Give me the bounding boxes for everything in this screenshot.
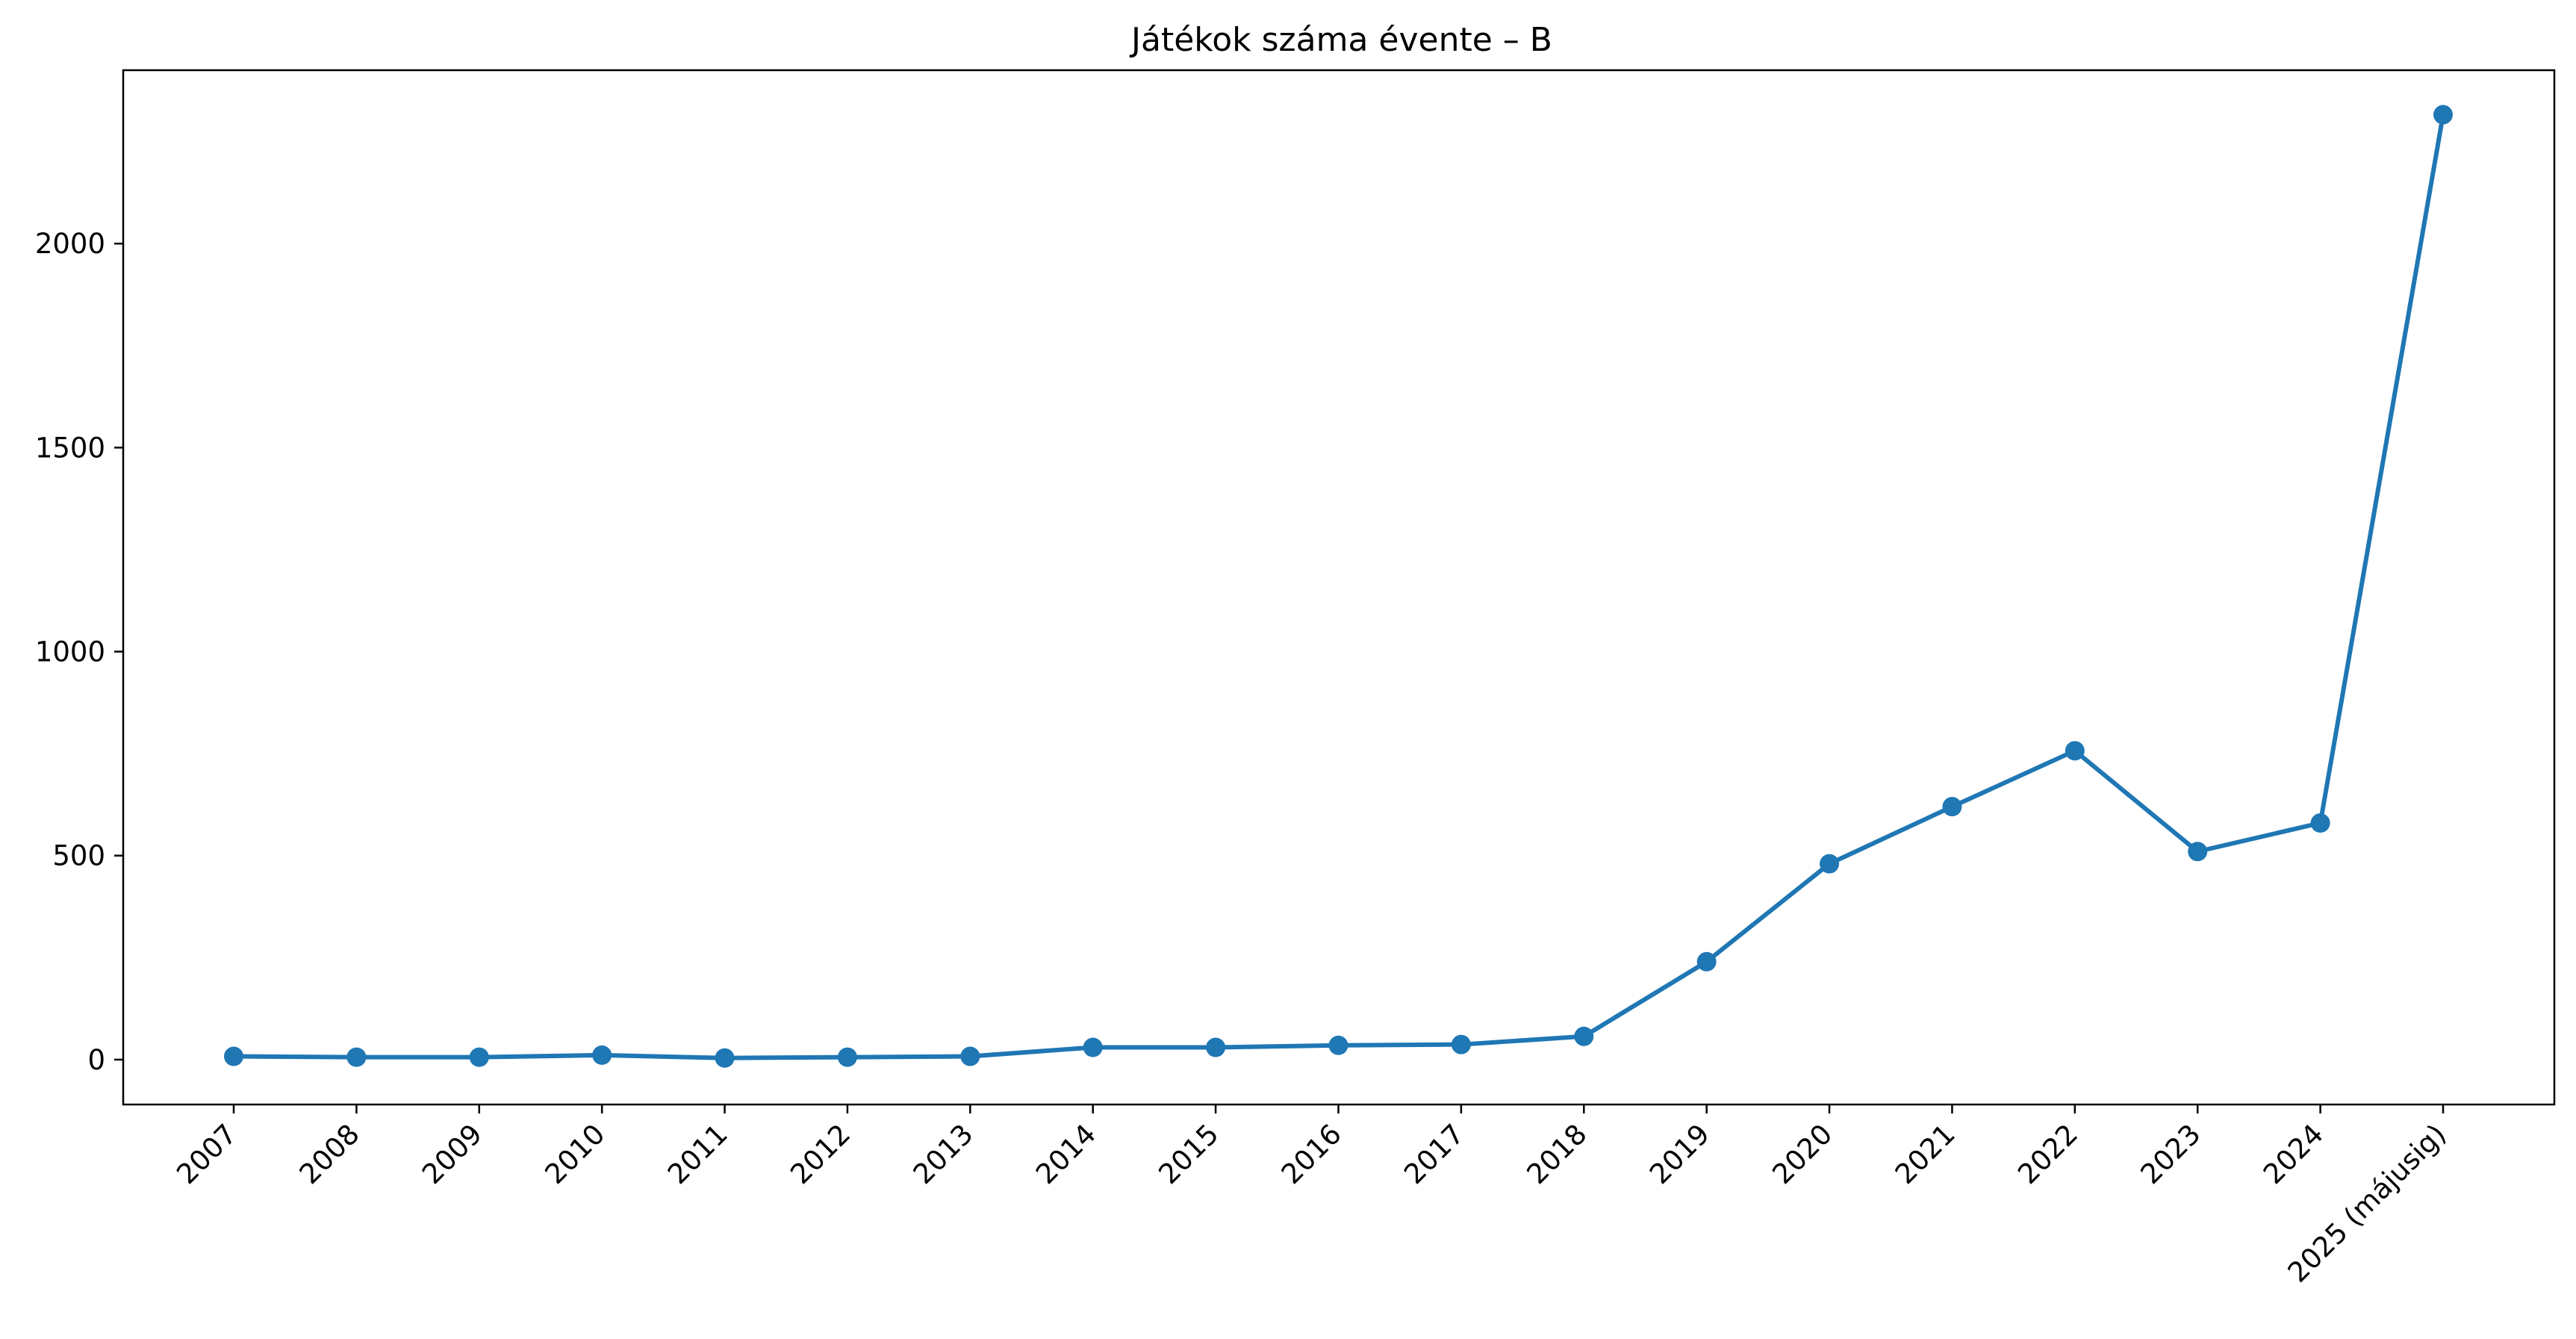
x-tick-label: 2018 (1521, 1118, 1593, 1190)
y-tick-label: 1000 (35, 636, 105, 668)
x-tick-label: 2024 (2257, 1118, 2330, 1190)
x-tick-label: 2019 (1643, 1118, 1716, 1190)
x-tick-label: 2016 (1275, 1118, 1348, 1190)
data-point (960, 1046, 980, 1066)
x-axis: 2007 2008 2009 2010 2011 2012 2013 2014 2015 2016… (170, 1105, 2452, 1289)
data-point (592, 1045, 612, 1065)
data-point (1083, 1037, 1103, 1057)
x-tick-label: 2014 (1030, 1118, 1102, 1190)
x-tick-label: 2012 (784, 1118, 856, 1190)
data-point (224, 1046, 243, 1066)
data-point (1451, 1034, 1471, 1054)
data-point (2065, 741, 2085, 761)
x-tick-label: 2009 (416, 1118, 488, 1190)
data-point (2188, 842, 2208, 862)
data-point (1942, 797, 1962, 817)
data-point (1820, 854, 1840, 874)
x-tick-label: 2008 (293, 1118, 366, 1190)
y-tick-label: 1500 (35, 432, 105, 464)
data-point (1206, 1037, 1226, 1057)
data-point (1574, 1026, 1594, 1046)
data-point (715, 1048, 735, 1068)
chart-title: Játékok száma évente – B (1129, 21, 1552, 59)
x-tick-label: 2010 (539, 1118, 612, 1190)
data-point (837, 1047, 857, 1067)
series-layer (224, 105, 2453, 1068)
data-point (469, 1047, 489, 1067)
x-tick-label: 2017 (1398, 1118, 1470, 1190)
y-tick-label: 500 (52, 840, 105, 872)
x-tick-label: 2013 (907, 1118, 980, 1190)
data-point (1328, 1035, 1348, 1055)
data-point (2433, 105, 2453, 125)
y-tick-label: 0 (87, 1044, 105, 1076)
x-tick-label: 2020 (1766, 1118, 1838, 1190)
plot-area-frame (122, 69, 2556, 1106)
data-point (2310, 813, 2330, 833)
data-point (346, 1047, 367, 1067)
x-tick-label: 2007 (170, 1118, 243, 1190)
y-tick-label: 2000 (35, 228, 105, 260)
x-tick-label: 2022 (2012, 1118, 2084, 1190)
data-point (1696, 951, 1717, 972)
x-tick-label: 2011 (662, 1118, 734, 1190)
x-tick-label: 2021 (1889, 1118, 1961, 1190)
x-tick-label: 2015 (1152, 1118, 1225, 1190)
x-tick-label: 2023 (2135, 1118, 2207, 1190)
y-axis: 0 500 1000 1500 2000 (35, 228, 123, 1076)
series-line (231, 112, 2445, 1060)
